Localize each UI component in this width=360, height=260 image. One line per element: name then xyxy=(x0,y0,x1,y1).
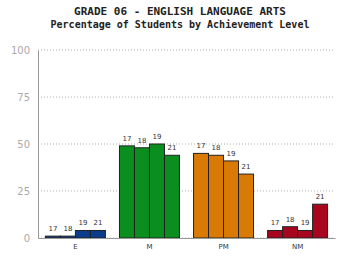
bar xyxy=(149,144,164,238)
bar xyxy=(75,230,90,238)
title: GRADE 06 - ENGLISH LANGUAGE ARTS xyxy=(74,5,286,18)
x-tick: M xyxy=(146,238,152,251)
x-tick-label: E xyxy=(73,243,77,251)
bar-label: 17 xyxy=(197,142,206,150)
plot: 0 25 50 75 100 E M PM NM 17 17 17 17 18 18 18 18 19 19 19 19… xyxy=(11,45,336,251)
bar-label: 18 xyxy=(138,137,147,145)
bar xyxy=(45,236,60,238)
bar-label: 19 xyxy=(301,219,310,227)
bar xyxy=(268,230,283,238)
bar-label: 18 xyxy=(212,144,221,152)
bars xyxy=(45,144,327,238)
bar-label: 21 xyxy=(93,219,102,227)
bar-label: 18 xyxy=(63,225,72,233)
x-tick-label: M xyxy=(146,243,152,251)
bar xyxy=(224,161,239,238)
x-tick: NM xyxy=(292,238,303,251)
y-tick: 25 xyxy=(17,186,38,197)
x-tick-label: PM xyxy=(218,243,228,251)
y-tick-label: 25 xyxy=(17,186,30,197)
bar xyxy=(134,148,149,238)
bar-label: 21 xyxy=(316,193,325,201)
bar xyxy=(239,174,254,238)
grid xyxy=(38,50,335,238)
y-tick: 0 xyxy=(24,233,38,244)
bar-labels: 17 17 17 17 18 18 18 18 19 19 19 19 21 21 21 21 xyxy=(48,133,324,233)
grid-line xyxy=(38,191,335,192)
bar xyxy=(90,230,105,238)
bar xyxy=(164,155,179,238)
grid-line xyxy=(38,144,335,145)
y-tick: 50 xyxy=(17,139,38,150)
x-tick: PM xyxy=(218,238,228,251)
bar xyxy=(313,204,328,238)
y-tick-label: 0 xyxy=(24,233,30,244)
bar xyxy=(119,146,134,238)
bar xyxy=(298,230,313,238)
bar-label: 17 xyxy=(271,219,280,227)
bar xyxy=(209,155,224,238)
bar xyxy=(283,227,298,238)
x-axis-line xyxy=(39,238,336,239)
bar-label: 19 xyxy=(227,150,236,158)
bar-label: 19 xyxy=(78,219,87,227)
y-tick-label: 50 xyxy=(17,139,30,150)
bar-label: 17 xyxy=(123,135,132,143)
y-axis: 0 25 50 75 100 xyxy=(11,45,39,244)
bar-label: 21 xyxy=(168,144,177,152)
x-tick: E xyxy=(73,238,77,251)
grid-line xyxy=(38,97,335,98)
subtitle: Percentage of Students by Achievement Le… xyxy=(51,19,310,30)
y-tick: 100 xyxy=(11,45,38,56)
y-tick: 75 xyxy=(17,92,38,103)
x-axis: E M PM NM xyxy=(39,238,336,251)
bar-label: 21 xyxy=(242,163,251,171)
bar xyxy=(194,153,209,238)
chart: GRADE 06 - ENGLISH LANGUAGE ARTSPercenta… xyxy=(0,0,360,260)
bar-label: 17 xyxy=(48,225,57,233)
bar-label: 19 xyxy=(153,133,162,141)
y-axis-line xyxy=(38,51,39,239)
bar-label: 18 xyxy=(286,216,295,224)
y-tick-label: 75 xyxy=(17,92,30,103)
bar xyxy=(60,236,75,238)
grid-line xyxy=(38,50,335,51)
x-tick-label: NM xyxy=(292,243,303,251)
y-tick-label: 100 xyxy=(11,45,30,56)
